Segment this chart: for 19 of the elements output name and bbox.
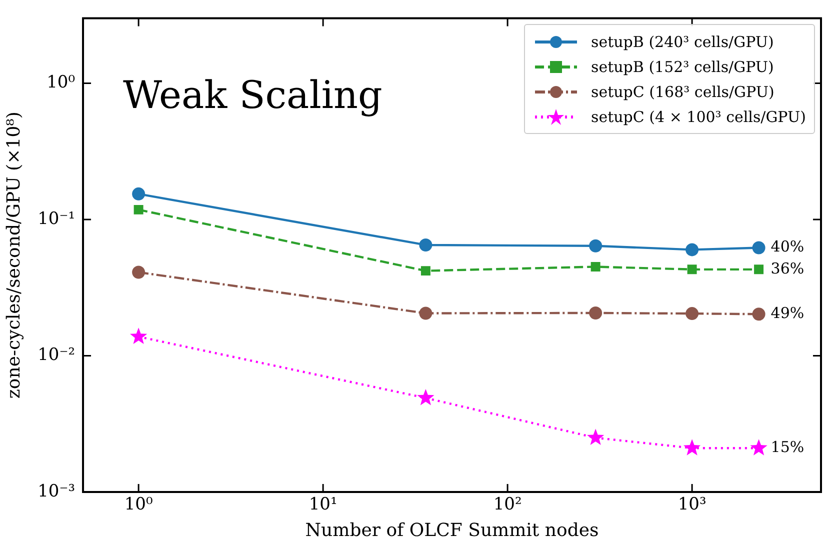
y-tick-label: 10⁻² xyxy=(38,345,76,366)
legend-label: setupB (240³ cells/GPU) xyxy=(591,32,774,51)
x-tick-label: 10² xyxy=(493,494,522,515)
annotation: 40% xyxy=(770,238,804,256)
annotation: 49% xyxy=(770,304,804,322)
annotation: 15% xyxy=(770,438,804,456)
y-tick-label: 10⁻³ xyxy=(38,481,76,502)
x-tick-label: 10³ xyxy=(678,494,706,515)
x-axis-title: Number of OLCF Summit nodes xyxy=(305,520,599,541)
text: Weak Scaling xyxy=(123,73,382,118)
legend-label: setupC (4 × 100³ cells/GPU) xyxy=(591,108,806,126)
x-tick-label: 10¹ xyxy=(308,494,338,515)
y-tick-label: 10⁰ xyxy=(46,72,76,93)
legend-label: setupB (152³ cells/GPU) xyxy=(591,58,774,76)
legend-label: setupC (168³ cells/GPU) xyxy=(591,82,774,101)
annotation: 36% xyxy=(770,259,804,278)
x-tick-label: 10⁰ xyxy=(124,494,153,515)
y-tick-label: 10⁻¹ xyxy=(38,208,76,229)
y-axis-title: zone-cycles/second/GPU (×10⁸) xyxy=(3,112,24,399)
